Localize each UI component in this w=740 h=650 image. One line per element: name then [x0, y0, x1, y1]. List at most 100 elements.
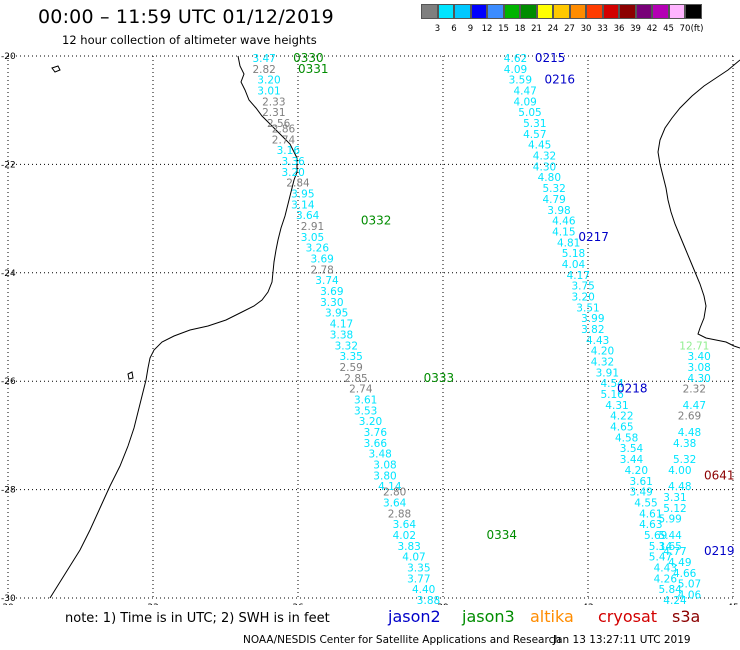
- wave-height-value: 3.69: [320, 286, 343, 298]
- color-scale-label: 3: [434, 24, 441, 34]
- wave-height-value: 4.26: [654, 573, 678, 585]
- wave-height-value: 5.47: [649, 552, 672, 564]
- lon-tick-label: 45: [727, 603, 738, 605]
- wave-height-value: 3.20: [359, 416, 382, 428]
- wave-height-value: 5.32: [542, 183, 565, 195]
- wave-height-value: 3.38: [330, 329, 353, 341]
- wave-height-value: 2.69: [678, 411, 701, 423]
- pass-label: 0333: [424, 371, 455, 385]
- wave-height-value: 3.91: [596, 367, 619, 379]
- credit-line: NOAA/NESDIS Center for Satellite Applica…: [243, 634, 561, 646]
- wave-height-value: 3.66: [364, 438, 388, 450]
- wave-height-value: 4.81: [557, 237, 580, 249]
- wave-height-value: 4.63: [639, 519, 662, 531]
- wave-height-observations: 3.472.823.203.012.332.312.562.862.743.16…: [252, 53, 710, 605]
- wave-height-value: 5.69: [644, 530, 667, 542]
- pass-label: 0215: [535, 51, 566, 65]
- lon-tick-label: 36: [292, 603, 304, 605]
- wave-height-value: 3.47: [252, 53, 275, 65]
- wave-height-value: 3.35: [407, 562, 430, 574]
- generated-timestamp: Jan 13 13:27:11 UTC 2019: [553, 634, 691, 646]
- wave-height-value: 3.30: [320, 297, 343, 309]
- color-scale-label: 33: [597, 24, 608, 34]
- wave-height-value: 3.61: [629, 476, 652, 488]
- wave-height-value: 4.02: [393, 530, 416, 542]
- color-scale-swatch: [487, 4, 504, 19]
- wave-height-value: 4.48: [678, 427, 701, 439]
- color-scale-swatch: [569, 4, 586, 19]
- color-scale-label: 39: [630, 24, 641, 34]
- wave-height-value: 3.20: [257, 75, 280, 87]
- wave-height-value: 3.31: [663, 492, 686, 504]
- pass-label: 0218: [617, 382, 648, 396]
- wave-height-value: 3.32: [335, 340, 358, 352]
- wave-height-value: 3.65: [658, 541, 681, 553]
- wave-height-value: 4.46: [552, 216, 576, 228]
- wave-height-value: 2.31: [262, 107, 285, 119]
- color-scale-label: 21: [531, 24, 542, 34]
- wave-height-value: 4.49: [668, 557, 691, 569]
- wave-height-value: 4.47: [513, 86, 536, 98]
- wave-height-value: 4.17: [330, 319, 353, 331]
- wave-height-value: 5.44: [658, 530, 682, 542]
- madagascar-coastline: [657, 59, 740, 349]
- wave-height-value: 5.05: [518, 107, 541, 119]
- color-scale-swatch: [685, 4, 702, 19]
- wave-height-value: 4.45: [528, 140, 551, 152]
- color-scale-label: 12: [481, 24, 493, 34]
- wave-height-value: 3.77: [407, 573, 430, 585]
- wave-height-value: 2.88: [388, 508, 411, 520]
- wave-height-value: 4.61: [639, 508, 662, 520]
- wave-height-value: 3.80: [373, 470, 396, 482]
- footer-note: note: 1) Time is in UTC; 2) SWH is in fe…: [65, 611, 330, 626]
- lat-tick-label: -20: [1, 52, 16, 62]
- wave-height-value: 5.16: [600, 389, 624, 401]
- wave-height-value: 3.69: [310, 254, 333, 266]
- wave-height-value: 4.32: [591, 357, 614, 369]
- lat-tick-label: -26: [1, 377, 16, 387]
- color-scale-unit: (ft): [690, 24, 704, 34]
- pass-label: 0331: [298, 62, 329, 76]
- wave-height-value: 4.43: [586, 335, 609, 347]
- wave-height-value: 4.48: [668, 481, 691, 493]
- pass-label: 0216: [545, 73, 576, 87]
- wave-height-value: 4.15: [552, 226, 575, 238]
- wave-height-value: 5.14: [649, 541, 673, 553]
- wave-height-value: 3.49: [629, 487, 652, 499]
- wave-height-value: 4.07: [402, 552, 425, 564]
- satellite-legend-jason3: jason3: [462, 607, 515, 626]
- page-title: 00:00 – 11:59 UTC 01/12/2019: [38, 6, 334, 28]
- wave-height-value: 4.77: [663, 546, 686, 558]
- wave-height-value: 5.99: [658, 514, 681, 526]
- wave-height-value: 2.74: [272, 134, 296, 146]
- wave-height-value: 4.47: [683, 400, 706, 412]
- color-scale-swatch: [602, 4, 619, 19]
- wave-height-value: 3.20: [281, 167, 304, 179]
- wave-height-value: 3.16: [277, 145, 301, 157]
- wave-height-map[interactable]: -20-22-24-26-28-30303336394245 3.472.823…: [0, 0, 740, 605]
- wave-height-value: 2.82: [252, 64, 275, 76]
- wave-height-value: 2.33: [262, 96, 285, 108]
- satellite-legend-cryosat: cryosat: [598, 607, 658, 626]
- wave-height-value: 3.51: [576, 302, 599, 314]
- wave-height-value: 4.17: [567, 270, 590, 282]
- wave-height-value: 3.35: [339, 351, 362, 363]
- wave-height-value: 4.57: [523, 129, 546, 141]
- wave-height-value: 4.20: [591, 346, 614, 358]
- map-grid: [7, 55, 734, 599]
- wave-height-value: 4.09: [504, 64, 527, 76]
- wave-height-value: 4.24: [663, 595, 687, 605]
- wave-height-value: 4.32: [533, 151, 556, 163]
- wave-height-value: 4.40: [412, 584, 435, 596]
- pass-label: 0330: [293, 51, 324, 65]
- wave-height-value: 3.01: [257, 86, 280, 98]
- color-scale-swatch: [635, 4, 652, 19]
- lat-tick-label: -22: [1, 160, 16, 170]
- wave-height-value: 4.04: [562, 259, 586, 271]
- wave-height-value: 3.95: [291, 189, 314, 201]
- wave-height-value: 2.86: [272, 123, 296, 135]
- wave-height-value: 3.98: [547, 205, 570, 217]
- pass-label: 0334: [487, 528, 518, 542]
- color-scale-swatch: [668, 4, 685, 19]
